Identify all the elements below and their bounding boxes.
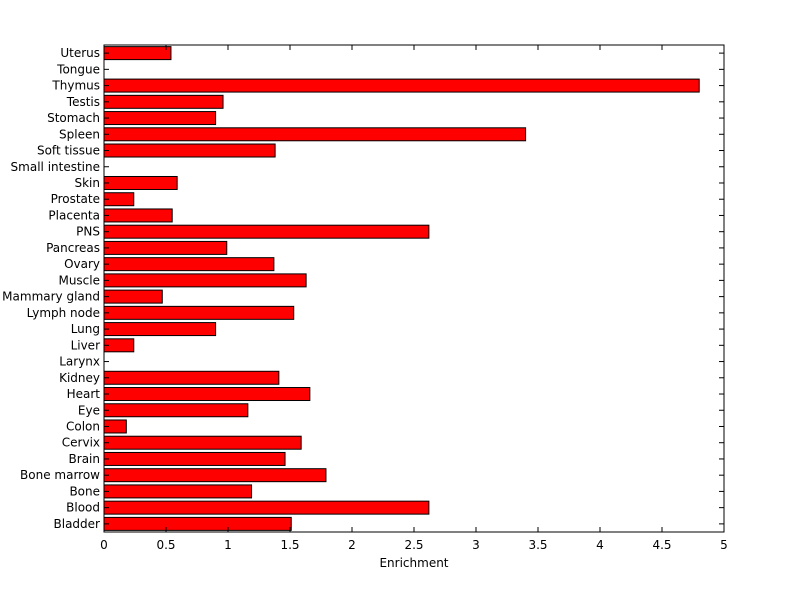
x-ticks: 0 0.5 1 1.5 2 2.5 3 3.5 4 4.5 5 (100, 45, 728, 552)
y-tick-label: Skin (74, 176, 100, 190)
bar-cervix (103, 435, 302, 450)
bar-heart (103, 387, 311, 402)
y-tick-label: Uterus (60, 46, 100, 60)
bar-uterus (103, 46, 172, 61)
y-tick-label: Bone (69, 484, 100, 498)
x-tick-label: 4 (596, 538, 604, 552)
y-tick-label: Liver (71, 338, 101, 352)
y-tick-label: Spleen (59, 127, 100, 141)
bar-spleen (103, 127, 527, 142)
bar-bone-marrow (103, 468, 327, 483)
y-tick-label: Muscle (58, 273, 100, 287)
x-tick-label: 0 (100, 538, 108, 552)
bar-lung (103, 322, 217, 337)
y-tick-label: Ovary (64, 257, 100, 271)
y-tick-label: Tongue (56, 62, 100, 76)
bar-pancreas (103, 240, 228, 255)
plot-area (104, 45, 724, 532)
y-tick-label: Prostate (51, 192, 100, 206)
x-tick-label: 5 (720, 538, 728, 552)
y-tick-label: Placenta (48, 208, 100, 222)
bar-mammary-gland (103, 289, 163, 304)
axes-frame (103, 44, 725, 533)
y-tick-labels: Uterus Tongue Thymus Testis Stomach Spleen Sof… (2, 46, 724, 531)
bar-soft-tissue (103, 143, 276, 158)
bar-thymus (103, 78, 700, 93)
bar-stomach (103, 111, 217, 126)
y-tick-label: Small intestine (11, 160, 100, 174)
bar-kidney (103, 370, 280, 385)
y-tick-label: Larynx (59, 355, 100, 369)
x-tick-label: 0.5 (156, 538, 175, 552)
y-tick-label: Eye (78, 403, 100, 417)
y-tick-label: Cervix (62, 436, 100, 450)
x-tick-label: 1.5 (280, 538, 299, 552)
x-tick-label: 2.5 (404, 538, 423, 552)
y-tick-label: Blood (66, 501, 100, 515)
y-tick-label: Thymus (51, 79, 100, 93)
x-tick-label: 3.5 (528, 538, 547, 552)
x-tick-label: 4.5 (652, 538, 671, 552)
y-tick-label: Stomach (47, 111, 100, 125)
y-tick-label: Bladder (54, 517, 101, 531)
bar-placenta (103, 208, 173, 223)
y-tick-label: Colon (66, 419, 100, 433)
y-tick-label: Bone marrow (20, 468, 100, 482)
bar-ovary (103, 257, 275, 272)
y-tick-label: Lung (71, 322, 100, 336)
y-tick-label: Heart (67, 387, 101, 401)
y-tick-label: Testis (66, 95, 100, 109)
bar-pns (103, 224, 430, 239)
bar-brain (103, 451, 286, 466)
bar-bladder (103, 516, 292, 531)
x-tick-label: 3 (472, 538, 480, 552)
bar-bone (103, 484, 253, 499)
bar-skin (103, 175, 178, 190)
x-axis-label: Enrichment (379, 556, 448, 570)
x-tick-label: 2 (348, 538, 356, 552)
bar-lymph-node (103, 305, 295, 320)
bar-muscle (103, 273, 307, 288)
y-tick-label: Pancreas (46, 241, 100, 255)
y-tick-label: Mammary gland (2, 290, 100, 304)
bar-testis (103, 94, 224, 109)
y-tick-label: Soft tissue (37, 144, 100, 158)
bar-eye (103, 403, 249, 418)
x-tick-label: 1 (224, 538, 232, 552)
bar-blood (103, 500, 430, 515)
y-tick-label: PNS (76, 225, 100, 239)
y-tick-label: Brain (69, 452, 100, 466)
y-tick-label: Kidney (59, 371, 100, 385)
y-tick-label: Lymph node (27, 306, 100, 320)
